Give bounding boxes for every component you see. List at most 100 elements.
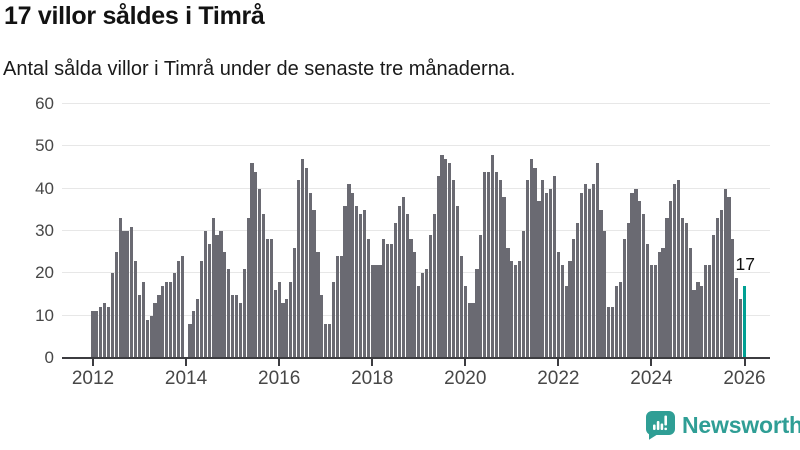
- newsworthy-icon: [646, 411, 675, 440]
- bar: [153, 302, 157, 358]
- bar: [517, 260, 522, 358]
- bar: [622, 239, 626, 358]
- bar: [486, 171, 491, 358]
- x-tick-label-2014: 2014: [164, 368, 208, 389]
- bar: [704, 264, 708, 358]
- bar: [688, 247, 692, 358]
- bar: [595, 163, 599, 358]
- highlighted-bar-latest: [742, 286, 747, 358]
- bar: [409, 239, 413, 358]
- bar: [436, 175, 440, 358]
- y-tick-label-10: 10: [35, 305, 54, 325]
- bar: [180, 256, 184, 358]
- bar: [401, 197, 405, 358]
- bar: [529, 159, 533, 358]
- bar: [444, 159, 448, 358]
- bar: [355, 205, 359, 358]
- bar: [312, 209, 316, 358]
- x-tick-2026: [743, 359, 746, 366]
- bar: [591, 184, 595, 358]
- bar: [358, 214, 363, 358]
- bar: [269, 239, 273, 358]
- bar: [289, 281, 293, 358]
- bar: [739, 298, 743, 358]
- bar: [238, 302, 242, 358]
- bar: [626, 222, 630, 358]
- bar: [514, 264, 518, 358]
- bar: [234, 294, 239, 358]
- bar: [382, 239, 386, 358]
- bar: [370, 264, 374, 358]
- bar: [676, 180, 681, 358]
- x-tick-2014: [185, 359, 188, 366]
- bar: [533, 167, 537, 358]
- bar: [673, 184, 677, 358]
- last-value-label: 17: [735, 254, 755, 275]
- bar: [347, 184, 351, 358]
- bar: [91, 311, 95, 358]
- bar: [122, 231, 126, 358]
- x-tick-2024: [650, 359, 653, 366]
- bar: [471, 302, 475, 358]
- bar: [583, 184, 588, 358]
- bar: [335, 256, 339, 358]
- bar: [490, 154, 495, 358]
- bar: [207, 243, 211, 358]
- bar: [669, 201, 673, 358]
- bar: [657, 252, 661, 358]
- x-tick-2022: [557, 359, 560, 366]
- bar: [708, 264, 712, 358]
- gridline-40: [62, 187, 770, 189]
- bar: [250, 163, 254, 358]
- bar: [199, 260, 204, 358]
- bar: [587, 188, 591, 358]
- bar: [537, 201, 541, 358]
- bar: [176, 260, 180, 358]
- bar: [277, 281, 281, 358]
- bar: [118, 218, 122, 358]
- bar: [649, 264, 654, 358]
- bar: [580, 192, 584, 358]
- bar: [455, 205, 460, 358]
- brand-name: Newsworthy: [682, 412, 800, 438]
- bar: [630, 192, 634, 358]
- bar: [362, 209, 367, 358]
- bar: [541, 180, 545, 358]
- bar: [390, 243, 394, 358]
- bar: [479, 235, 483, 358]
- bar: [285, 298, 289, 358]
- bar: [308, 192, 312, 358]
- bar: [424, 269, 429, 358]
- bar: [715, 218, 719, 358]
- bar: [327, 324, 332, 358]
- bar: [165, 281, 169, 358]
- bar: [246, 218, 250, 358]
- bar: [293, 247, 297, 358]
- bar: [475, 269, 479, 358]
- bar: [192, 311, 196, 358]
- bar: [223, 252, 227, 358]
- bar: [614, 286, 619, 358]
- bar: [172, 273, 177, 358]
- bar: [168, 281, 173, 358]
- bar: [611, 307, 615, 358]
- bar: [665, 218, 669, 358]
- bar: [145, 319, 149, 358]
- bar: [324, 324, 328, 358]
- x-tick-label-2024: 2024: [630, 368, 673, 389]
- bar: [502, 197, 506, 358]
- bar: [227, 269, 231, 358]
- chart-title: 17 villor såldes i Timrå: [4, 2, 265, 30]
- bar: [645, 243, 650, 358]
- bar: [684, 222, 688, 358]
- bar: [366, 239, 370, 358]
- bar: [568, 260, 572, 358]
- bar: [258, 188, 262, 358]
- bar: [521, 231, 526, 358]
- bar: [242, 269, 246, 358]
- y-tick-label-40: 40: [35, 178, 54, 198]
- bar: [506, 247, 510, 358]
- bar: [603, 231, 607, 358]
- bar: [215, 235, 219, 358]
